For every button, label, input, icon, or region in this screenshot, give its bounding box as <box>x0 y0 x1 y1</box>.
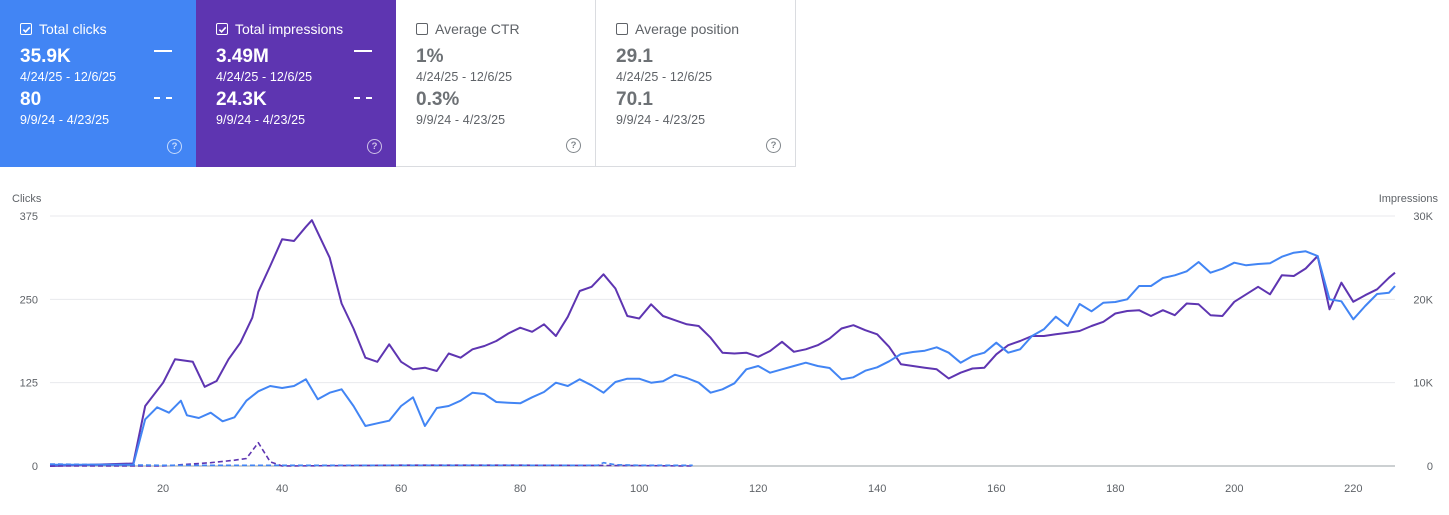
performance-chart: Clicks Impressions 375 30K 250 20K 125 10K 0 0 2… <box>12 193 1439 495</box>
current-value: 29.1 <box>616 46 653 67</box>
x-axis-tick-label: 160 <box>987 483 1005 495</box>
help-icon[interactable]: ? <box>367 139 382 154</box>
card-label: Average position <box>635 21 740 37</box>
previous-value: 0.3% <box>416 89 460 110</box>
x-axis-tick-label: 220 <box>1344 483 1362 495</box>
previous-range: 9/9/24 - 4/23/25 <box>20 113 110 127</box>
impressions-series-line <box>49 219 1396 467</box>
help-icon[interactable]: ? <box>766 138 781 153</box>
right-axis-title: Impressions <box>1379 193 1439 205</box>
x-axis-tick-label: 40 <box>276 483 288 495</box>
left-axis-tick-label: 0 <box>32 461 38 473</box>
previous-range: 9/9/24 - 4/23/25 <box>416 113 506 127</box>
x-axis-tick-label: 60 <box>395 483 407 495</box>
card-label: Total clicks <box>39 21 107 37</box>
right-axis-tick-label: 30K <box>1413 211 1433 223</box>
left-axis-title: Clicks <box>12 193 42 205</box>
current-value: 35.9K <box>20 46 71 67</box>
checkbox-checked-icon[interactable] <box>20 23 32 35</box>
left-axis-tick-label: 375 <box>20 211 38 223</box>
current-range: 4/24/25 - 12/6/25 <box>616 70 713 84</box>
previous-range: 9/9/24 - 4/23/25 <box>616 113 706 127</box>
right-axis-tick-label: 0 <box>1427 461 1433 473</box>
dashed-line-legend-icon <box>354 97 372 99</box>
total-impressions-card[interactable]: Total impressions 3.49M 4/24/25 - 12/6/2… <box>196 0 396 167</box>
card-header: Average position <box>616 20 775 38</box>
x-axis-tick-label: 120 <box>749 483 767 495</box>
x-axis-tick-label: 80 <box>514 483 526 495</box>
checkbox-checked-icon[interactable] <box>216 23 228 35</box>
x-axis-tick-label: 140 <box>868 483 886 495</box>
current-range: 4/24/25 - 12/6/25 <box>416 70 513 84</box>
card-header: Total impressions <box>216 20 376 38</box>
left-axis-tick-label: 125 <box>20 378 38 390</box>
current-value: 1% <box>416 46 444 67</box>
card-label: Total impressions <box>235 21 344 37</box>
card-header: Total clicks <box>20 20 176 38</box>
right-axis-tick-label: 10K <box>1413 378 1433 390</box>
dashed-line-legend-icon <box>154 97 172 99</box>
x-axis-tick-label: 180 <box>1106 483 1124 495</box>
current-range: 4/24/25 - 12/6/25 <box>216 70 313 84</box>
previous-value: 80 <box>20 89 42 110</box>
x-axis-tick-label: 100 <box>630 483 648 495</box>
card-header: Average CTR <box>416 20 575 38</box>
previous-value: 24.3K <box>216 89 267 110</box>
total-clicks-card[interactable]: Total clicks 35.9K 4/24/25 - 12/6/25 80 … <box>0 0 196 167</box>
card-label: Average CTR <box>435 21 520 37</box>
left-axis-tick-label: 250 <box>20 294 38 306</box>
checkbox-unchecked-icon[interactable] <box>416 23 428 35</box>
current-range: 4/24/25 - 12/6/25 <box>20 70 117 84</box>
solid-line-legend-icon <box>354 50 372 52</box>
previous-range: 9/9/24 - 4/23/25 <box>216 113 306 127</box>
right-axis-tick-label: 20K <box>1413 294 1433 306</box>
help-icon[interactable]: ? <box>167 139 182 154</box>
solid-line-legend-icon <box>154 50 172 52</box>
checkbox-unchecked-icon[interactable] <box>616 23 628 35</box>
clicks-series-line <box>50 250 1396 466</box>
clicks-prev-series-line <box>49 461 693 467</box>
metric-cards: Total clicks 35.9K 4/24/25 - 12/6/25 80 … <box>0 0 796 167</box>
average-position-card[interactable]: Average position 29.1 4/24/25 - 12/6/25 … <box>596 0 796 167</box>
average-ctr-card[interactable]: Average CTR 1% 4/24/25 - 12/6/25 0.3% 9/… <box>396 0 596 167</box>
help-icon[interactable]: ? <box>566 138 581 153</box>
previous-value: 70.1 <box>616 89 653 110</box>
x-axis-tick-label: 200 <box>1225 483 1243 495</box>
current-value: 3.49M <box>216 46 269 67</box>
x-axis-tick-label: 20 <box>157 483 169 495</box>
impressions-prev-series-line <box>50 441 693 467</box>
